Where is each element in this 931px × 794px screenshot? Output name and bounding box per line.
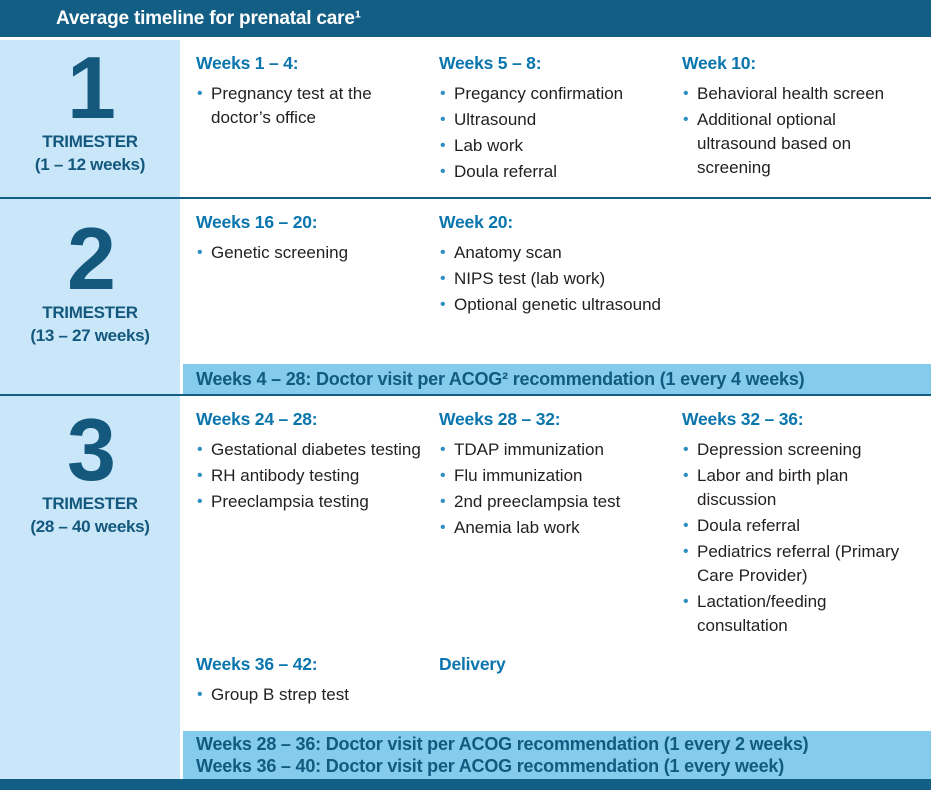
care-item: Gestational diabetes testing <box>196 438 423 462</box>
trimester-1-columns: Weeks 1 – 4: Pregnancy test at the docto… <box>183 40 931 186</box>
trimester-2-label: TRIMESTER <box>42 302 138 322</box>
trimester-3-columns: Weeks 24 – 28: Gestational diabetes test… <box>183 396 931 640</box>
week-heading: Weeks 36 – 42: <box>196 654 318 674</box>
trimester-2-section: 2 TRIMESTER (13 – 27 weeks) Weeks 16 – 2… <box>0 199 931 396</box>
trimester-3-extra-columns: Weeks 36 – 42: Group B strep test Delive… <box>183 640 931 709</box>
week-column: Weeks 32 – 36: Depression screening Labo… <box>682 409 923 640</box>
care-item: TDAP immunization <box>439 438 666 462</box>
care-item: Group B strep test <box>196 683 423 707</box>
trimester-2-range: (13 – 27 weeks) <box>30 325 150 345</box>
care-item: Ultrasound <box>439 108 666 132</box>
care-item: RH antibody testing <box>196 464 423 488</box>
acog-banner-line: Weeks 36 – 40: Doctor visit per ACOG rec… <box>196 756 785 776</box>
care-item-list: Behavioral health screen Additional opti… <box>682 82 907 180</box>
week-column: Week 20: Anatomy scan NIPS test (lab wor… <box>439 212 682 319</box>
trimester-1-range: (1 – 12 weeks) <box>34 154 146 174</box>
care-item-list: Genetic screening <box>196 241 423 265</box>
care-item: 2nd preeclampsia test <box>439 490 666 514</box>
week-heading: Weeks 32 – 36: <box>682 409 804 429</box>
week-heading: Weeks 24 – 28: <box>196 409 318 429</box>
acog-banner-1: Weeks 4 – 28: Doctor visit per ACOG² rec… <box>183 364 931 394</box>
care-item: Lactation/feeding consultation <box>682 590 907 638</box>
care-item: Pregancy confirmation <box>439 82 666 106</box>
week-heading: Week 10: <box>682 53 756 73</box>
trimester-1-number: 1 <box>67 38 116 137</box>
footer-bar <box>0 779 931 790</box>
acog-banner-line: Weeks 4 – 28: Doctor visit per ACOG² rec… <box>196 369 805 389</box>
care-item-list: Gestational diabetes testing RH antibody… <box>196 438 423 514</box>
week-column: Weeks 5 – 8: Pregancy confirmation Ultra… <box>439 53 682 186</box>
care-item: Pediatrics referral (Primary Care Provid… <box>682 540 907 588</box>
trimester-1-panel: 1 TRIMESTER (1 – 12 weeks) <box>0 40 183 197</box>
care-item: NIPS test (lab work) <box>439 267 666 291</box>
spacer <box>183 709 931 731</box>
trimester-3-section: 3 TRIMESTER (28 – 40 weeks) Weeks 24 – 2… <box>0 396 931 779</box>
trimester-3-content: Weeks 24 – 28: Gestational diabetes test… <box>183 396 931 779</box>
care-item: Flu immunization <box>439 464 666 488</box>
care-item: Doula referral <box>439 160 666 184</box>
header-divider <box>0 37 931 40</box>
week-heading: Weeks 28 – 32: <box>439 409 561 429</box>
care-item: Depression screening <box>682 438 907 462</box>
care-item: Preeclampsia testing <box>196 490 423 514</box>
trimester-3-number: 3 <box>67 400 116 499</box>
week-column: Weeks 1 – 4: Pregnancy test at the docto… <box>196 53 439 186</box>
week-heading: Week 20: <box>439 212 513 232</box>
trimester-2-columns: Weeks 16 – 20: Genetic screening Week 20… <box>183 199 931 319</box>
care-item: Additional optional ultrasound based on … <box>682 108 907 180</box>
week-column-empty <box>682 654 923 709</box>
acog-banner-line: Weeks 28 – 36: Doctor visit per ACOG rec… <box>196 734 809 754</box>
week-column: Weeks 24 – 28: Gestational diabetes test… <box>196 409 439 640</box>
trimester-3-range: (28 – 40 weeks) <box>30 516 150 536</box>
care-item: Lab work <box>439 134 666 158</box>
care-item-list: Pregnancy test at the doctor’s office <box>196 82 423 130</box>
care-item: Doula referral <box>682 514 907 538</box>
page-title: Average timeline for prenatal care¹ <box>0 0 931 37</box>
week-heading: Weeks 5 – 8: <box>439 53 542 73</box>
week-column-empty <box>682 212 923 319</box>
spacer <box>183 319 931 364</box>
trimester-1-section: 1 TRIMESTER (1 – 12 weeks) Weeks 1 – 4: … <box>0 40 931 199</box>
care-item: Optional genetic ultrasound <box>439 293 666 317</box>
week-column: Weeks 16 – 20: Genetic screening <box>196 212 439 319</box>
trimester-2-panel: 2 TRIMESTER (13 – 27 weeks) <box>0 199 183 394</box>
care-item: Behavioral health screen <box>682 82 907 106</box>
care-item-list: Pregancy confirmation Ultrasound Lab wor… <box>439 82 666 184</box>
care-item-list: Anatomy scan NIPS test (lab work) Option… <box>439 241 666 317</box>
week-heading: Weeks 16 – 20: <box>196 212 318 232</box>
delivery-heading: Delivery <box>439 654 506 674</box>
care-item: Pregnancy test at the doctor’s office <box>196 82 423 130</box>
trimester-1-label: TRIMESTER <box>42 131 138 151</box>
care-item-list: Group B strep test <box>196 683 423 707</box>
care-item-list: TDAP immunization Flu immunization 2nd p… <box>439 438 666 540</box>
care-item: Genetic screening <box>196 241 423 265</box>
week-column: Weeks 28 – 32: TDAP immunization Flu imm… <box>439 409 682 640</box>
care-item: Anemia lab work <box>439 516 666 540</box>
care-item-list: Depression screening Labor and birth pla… <box>682 438 907 638</box>
care-item: Labor and birth plan discussion <box>682 464 907 512</box>
care-item: Anatomy scan <box>439 241 666 265</box>
acog-banner-2: Weeks 28 – 36: Doctor visit per ACOG rec… <box>183 731 931 779</box>
trimester-3-label: TRIMESTER <box>42 493 138 513</box>
week-column: Weeks 36 – 42: Group B strep test <box>196 654 439 709</box>
trimester-3-panel: 3 TRIMESTER (28 – 40 weeks) <box>0 396 183 779</box>
week-heading: Weeks 1 – 4: <box>196 53 299 73</box>
trimester-2-number: 2 <box>67 209 116 308</box>
trimester-1-content: Weeks 1 – 4: Pregnancy test at the docto… <box>183 40 931 197</box>
week-column: Delivery <box>439 654 682 709</box>
week-column: Week 10: Behavioral health screen Additi… <box>682 53 923 186</box>
trimester-2-content: Weeks 16 – 20: Genetic screening Week 20… <box>183 199 931 394</box>
